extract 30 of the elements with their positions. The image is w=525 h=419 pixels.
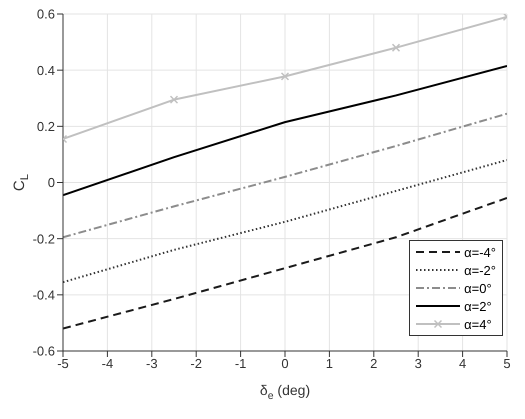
x-tick-label: 3 — [414, 356, 422, 372]
y-tick-label: -0.6 — [32, 344, 55, 359]
y-tick-label: 0.2 — [36, 118, 55, 134]
x-tick-label: 0 — [281, 356, 289, 372]
line-series — [63, 196, 507, 330]
legend-label: α=0° — [464, 280, 492, 296]
x-tick-label: 5 — [503, 356, 511, 372]
x-axis-title: δ$_{e}$ (deg) — [260, 382, 310, 402]
x-tick-label: -3 — [146, 356, 158, 372]
legend-label: α=-4° — [464, 244, 496, 260]
y-tick-label: 0 — [48, 175, 55, 190]
y-tick-label: 0.4 — [36, 62, 55, 78]
y-tick-label: 0.6 — [36, 6, 55, 22]
y-tick-label: -0.2 — [32, 231, 55, 246]
x-tick-label: -5 — [57, 356, 69, 372]
x-tick-label: -4 — [102, 356, 114, 372]
x-tick-label: -1 — [234, 356, 246, 372]
line-series — [63, 64, 507, 196]
line-series — [63, 112, 507, 238]
y-tick-label: -0.4 — [32, 287, 55, 302]
x-tick-label: -2 — [190, 356, 202, 372]
x-tick-label: 4 — [458, 356, 466, 372]
legend-label: α=-2° — [464, 262, 496, 278]
legend-label: α=2° — [464, 298, 492, 314]
x-tick-label: 2 — [370, 356, 378, 372]
x-tick-label: 1 — [326, 356, 334, 372]
legend-label: α=4° — [464, 316, 492, 332]
point — [170, 95, 178, 104]
point — [392, 43, 400, 52]
point — [280, 72, 290, 81]
